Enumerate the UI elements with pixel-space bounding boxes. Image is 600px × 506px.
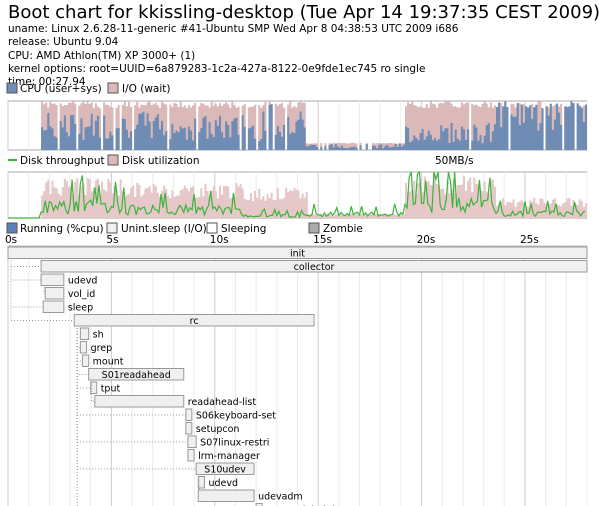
legend-io-wait-swatch — [107, 82, 119, 94]
process-tree-link — [76, 328, 83, 362]
process-label: S01readahead — [102, 370, 171, 381]
process-bar — [81, 354, 90, 367]
legend-io-wait-label: I/O (wait) — [122, 83, 171, 95]
process-label: S07linux-restri — [200, 438, 269, 449]
process-label: grep — [91, 343, 113, 354]
legend-utilization-swatch — [107, 154, 119, 166]
process-label: collector — [294, 262, 335, 273]
legend-zombie-swatch — [308, 222, 320, 234]
process-label: readahead-list — [188, 397, 257, 408]
time-tick-label: 10s — [210, 234, 229, 246]
process-label: tput — [101, 384, 121, 395]
process-bar — [185, 408, 193, 421]
time-tick-label: 20s — [417, 234, 436, 246]
process-tree-link — [76, 328, 186, 416]
uname-line: uname: Linux 2.6.28-11-generic #41-Ubunt… — [8, 23, 459, 35]
process-bar — [79, 327, 90, 340]
process-bar — [42, 300, 65, 313]
legend-unint-sleep-swatch — [106, 222, 118, 234]
process-tree-link — [10, 260, 75, 321]
cpu-line: CPU: AMD Athlon(TM) XP 3000+ (1) — [8, 49, 196, 62]
process-tree-link — [91, 382, 95, 402]
chart-header: Boot chart for kkissling-desktop (Tue Ap… — [8, 2, 600, 89]
disk-throughput-line — [8, 170, 586, 219]
cpu-usage-area — [8, 101, 587, 150]
time-tick-label: 0s — [5, 234, 17, 246]
boot-time-line: time: 00:27.94 — [8, 76, 86, 89]
legend-sleeping-swatch — [206, 222, 218, 234]
legend-cpu-label: CPU (user+sys) — [20, 83, 102, 95]
process-bar — [90, 381, 98, 394]
process-bar — [44, 287, 65, 300]
process-label: udevd — [208, 478, 238, 489]
process-label: mount — [93, 357, 124, 368]
process-label: udevd — [68, 276, 98, 287]
process-label: sh — [93, 330, 104, 341]
process-bar — [195, 462, 255, 475]
process-label: S10udev — [204, 465, 246, 476]
process-tree-link — [76, 328, 91, 389]
process-label: lrm-manager — [198, 451, 260, 462]
release-line: release: Ubuntu 9.04 — [8, 36, 119, 49]
process-tree-link — [198, 476, 200, 497]
legend-unint-sleep-label: Unint.sleep (I/O) — [121, 223, 207, 235]
process-bar — [187, 449, 195, 462]
process-bar — [79, 341, 88, 354]
process-label: setupcon — [196, 424, 240, 435]
chart-title: Boot chart for kkissling-desktop (Tue Ap… — [8, 2, 600, 23]
process-bar — [88, 368, 185, 381]
process-bar — [187, 435, 197, 448]
process-bar — [185, 422, 193, 435]
process-label: rc — [190, 316, 199, 327]
time-tick-label: 15s — [313, 234, 332, 246]
process-bar — [73, 314, 315, 327]
legend-sleeping-label: Sleeping — [221, 223, 266, 235]
process-bar — [7, 246, 588, 259]
process-label: sleep — [68, 303, 93, 314]
legend-throughput-label: Disk throughput — [20, 155, 105, 167]
process-label: udevadm — [258, 492, 303, 503]
process-tree-link — [76, 328, 78, 506]
legend-cpu-swatch — [6, 82, 18, 94]
kernel-options-line: kernel options: root=UUID=6a879283-1c2a-… — [8, 62, 426, 75]
process-bar — [94, 395, 185, 408]
max-throughput-label: 50MB/s — [435, 155, 474, 167]
process-bar — [40, 260, 588, 273]
legend-utilization-label: Disk utilization — [122, 155, 199, 167]
process-bar — [255, 503, 263, 506]
time-tick-label: 25s — [520, 234, 539, 246]
process-label: S06keyboard-set — [196, 411, 276, 422]
process-bar — [197, 476, 205, 489]
process-label: vol_id — [68, 289, 96, 300]
legend-zombie-label: Zombie — [323, 223, 363, 235]
legend-running-swatch — [6, 222, 18, 234]
legend-running-label: Running (%cpu) — [20, 223, 104, 235]
process-label: init — [290, 249, 305, 260]
process-bar — [40, 273, 65, 286]
process-bar — [197, 489, 255, 502]
time-tick-label: 5s — [106, 234, 118, 246]
